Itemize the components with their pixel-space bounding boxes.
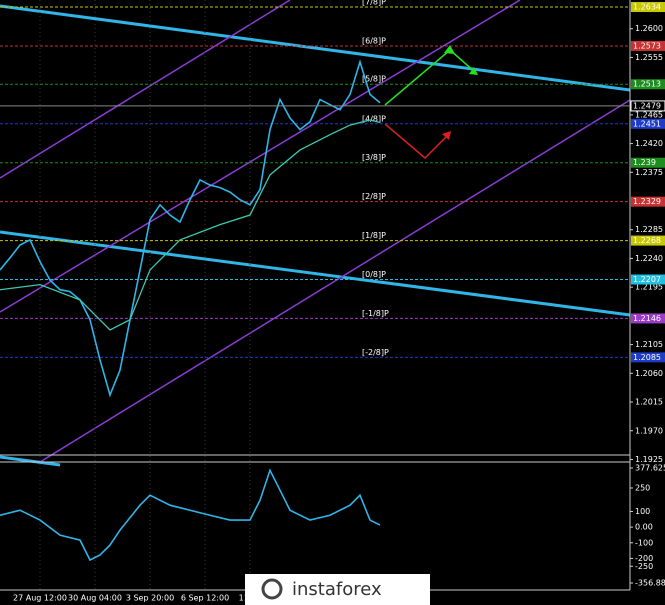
level-label: 1.2268 [633,236,661,245]
series-line [0,119,381,331]
y-tick-label: 1.1925 [635,455,663,464]
arrow-head [442,131,451,140]
level-name: [0/8]P [362,270,386,279]
y-tick-label: -200 [635,554,653,563]
level-name: [1/8]P [362,231,386,240]
series-line [0,59,381,398]
x-tick-label: 3 Sep 20:00 [126,594,174,603]
y-tick-label: -100 [635,538,653,547]
level-name: [6/8]P [362,36,386,45]
trend-line [0,455,61,467]
y-tick-label: 1.2105 [635,340,663,349]
level-label: 1.2513 [633,80,661,89]
channel-line [39,99,631,463]
level-name: [2/8]P [362,192,386,201]
level-label-box [631,79,665,90]
y-tick-label: 1.2195 [635,283,663,292]
level-label-box [631,196,665,207]
y-tick-label: 1.2015 [635,398,663,407]
forecast-arrows [384,45,478,160]
level-name: [7/8]P [362,0,386,7]
level-label-box [631,157,665,168]
level-name: [3/8]P [362,153,386,162]
level-label: 1.2573 [633,41,661,50]
y-tick-label: 250 [635,483,650,492]
logo-icon [261,578,283,600]
level-label: 1.2329 [633,197,661,206]
x-tick-label: 27 Aug 12:00 [13,594,67,603]
channel-lines [0,0,631,467]
x-tick-label: 6 Sep 12:00 [181,594,229,603]
y-tick-label: 1.2375 [635,168,663,177]
y-tick-label: 1.2240 [635,254,663,263]
trend-line [0,230,631,317]
trend-line [0,4,631,92]
level-name: [4/8]P [362,114,386,123]
channel-line [0,0,521,313]
watermark-text: instaforex [292,579,382,600]
arrow-head [444,45,455,54]
level-label: 1.239 [633,158,656,167]
y-tick-label: 1.1970 [635,426,663,435]
arrow-head [469,67,478,75]
level-label-box [631,313,665,324]
watermark-box [245,574,430,605]
y-tick-label: 1.2285 [635,225,663,234]
y-tick-label: 0.00 [635,523,653,532]
level-label-box [631,40,665,51]
y-tick-label: 1.2420 [635,139,663,148]
last-price-label: 1.2479 [633,101,661,110]
level-label-box [631,235,665,246]
y-tick-label: 377.6254 [635,464,665,473]
level-label: 1.2085 [633,353,661,362]
level-label: 1.2146 [633,314,661,323]
y-tick-label: 1.2600 [635,24,663,33]
level-name: [-1/8]P [362,309,389,318]
y-tick-label: 100 [635,507,650,516]
arrow-down [384,123,449,160]
level-name: [-2/8]P [362,348,389,357]
level-name: [5/8]P [362,75,386,84]
level-label: 1.2207 [633,275,661,284]
y-tick-label: -356.8853 [635,579,665,588]
y-tick-label: -250 [635,562,653,571]
level-label: 1.2634 [633,3,661,12]
level-label: 1.2451 [633,119,661,128]
y-tick-label: 1.2465 [635,110,663,119]
x-tick-label: 30 Aug 04:00 [68,594,122,603]
level-label-box [631,274,665,285]
y-tick-label: 1.2555 [635,53,663,62]
level-label-box [631,2,665,13]
y-tick-label: 1.2060 [635,369,663,378]
last-price-box [630,100,665,112]
channel-line [0,0,291,179]
level-label-box [631,352,665,363]
level-label-box [631,118,665,129]
series-line [0,468,381,562]
watermark: instaforex [245,574,430,605]
